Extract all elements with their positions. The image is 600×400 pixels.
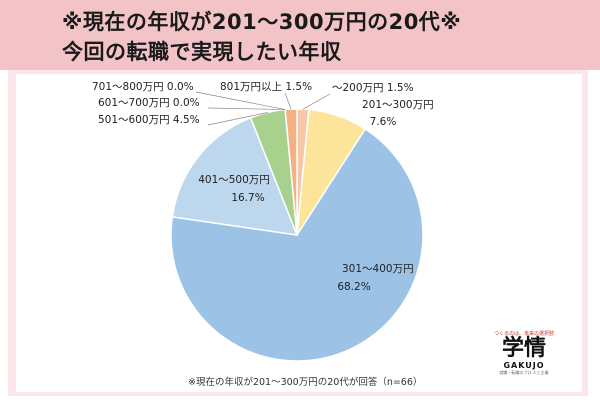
title-banner: ※現在の年収が201～300万円の20代※ 今回の転職で実現したい年収 (0, 0, 600, 70)
slice-value-label: 7.6% (370, 116, 397, 128)
slice-label: 401～500万円 (198, 174, 270, 186)
chart-subtitle: 今回の転職で実現したい年収 (62, 40, 342, 64)
slice-label: 601～700万円 0.0% (98, 97, 200, 109)
logo-tagline: つくるのは、未来の選択肢 (494, 331, 554, 337)
footnote: ※現在の年収が201～300万円の20代が回答（n=66） (188, 377, 423, 388)
leader-line (207, 107, 286, 110)
slice-label: ～200万円 1.5% (332, 82, 414, 94)
gakujo-logo: つくるのは、未来の選択肢 学情 GAKUJO 就職・転職のプロ 人と企業 (494, 330, 554, 376)
leader-line (207, 112, 268, 126)
logo-name: GAKUJO (503, 361, 545, 370)
logo-subtext: 就職・転職のプロ 人と企業 (499, 370, 549, 375)
slice-label: 501～600万円 4.5% (98, 114, 200, 126)
slice-label: 201～300万円 (362, 99, 434, 111)
pie-slice (171, 116, 299, 236)
slice-label: 701～800万円 0.0% (92, 81, 194, 93)
slice-label: 301～400万円 (342, 263, 414, 275)
leader-line (302, 93, 331, 110)
leader-line (284, 92, 292, 110)
pie-slice (170, 128, 424, 362)
chart-title: ※現在の年収が201～300万円の20代※ (62, 10, 462, 34)
leader-line (195, 91, 286, 110)
slice-value-label: 16.7% (231, 192, 264, 204)
logo-mark: 学情 (501, 336, 546, 361)
slice-value-label: 68.2% (337, 281, 370, 293)
slice-label: 801万円以上 1.5% (220, 81, 312, 93)
